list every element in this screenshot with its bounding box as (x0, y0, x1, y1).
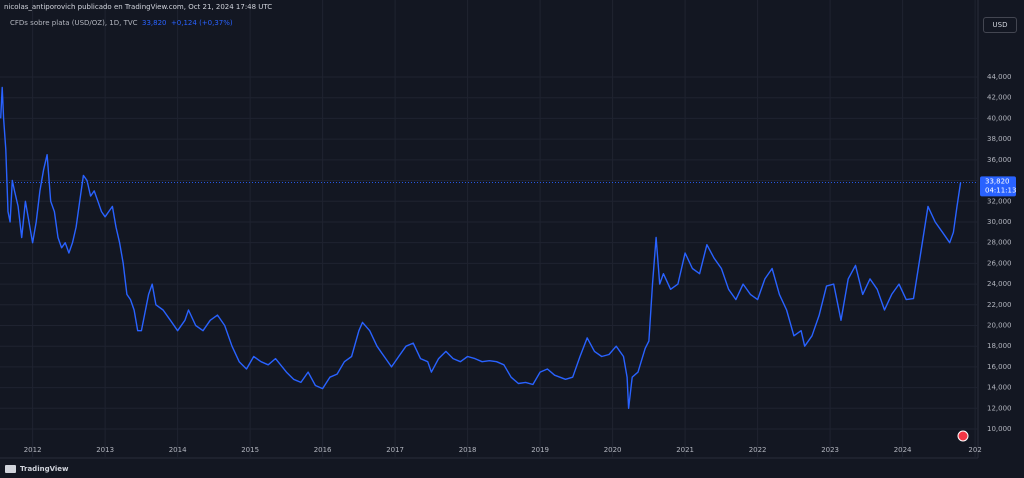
y-tick-label: 36,000 (987, 156, 1012, 164)
symbol-line: CFDs sobre plata (USD/OZ), 1D, TVC 33,82… (10, 19, 233, 27)
x-tick-label: 2016 (314, 446, 332, 454)
y-tick-label: 18,000 (987, 342, 1012, 350)
y-tick-label: 32,000 (987, 197, 1012, 205)
x-tick-label: 2018 (459, 446, 477, 454)
brand: TradingView (20, 465, 69, 473)
y-tick-label: 30,000 (987, 218, 1012, 226)
y-tick-label: 12,000 (987, 404, 1012, 412)
last-price-badge (980, 176, 1016, 197)
y-tick-label: 10,000 (987, 425, 1012, 433)
y-tick-label: 14,000 (987, 384, 1012, 392)
x-tick-label: 2020 (604, 446, 622, 454)
x-tick-label: 2024 (894, 446, 912, 454)
y-tick-label: 38,000 (987, 135, 1012, 143)
change: +0,124 (+0,37%) (170, 19, 233, 27)
x-tick-label: 2014 (169, 446, 187, 454)
y-tick-label: 44,000 (987, 73, 1012, 81)
last-price-label: 33,820 (985, 177, 1010, 185)
countdown: 04:11:13 (985, 186, 1016, 194)
x-tick-label: 2013 (96, 446, 114, 454)
price: 33,820 (141, 19, 167, 27)
y-tick-label: 24,000 (987, 280, 1012, 288)
price-line (0, 86, 962, 409)
x-tick-label: 2019 (531, 446, 549, 454)
y-tick-label: 26,000 (987, 259, 1012, 267)
x-tick-label: 2012 (24, 446, 42, 454)
x-tick-label: 2017 (386, 446, 404, 454)
x-tick-label: 2023 (821, 446, 839, 454)
currency-button[interactable]: USD (983, 17, 1017, 33)
x-tick-label: 2021 (676, 446, 694, 454)
x-tick-label: 2022 (749, 446, 767, 454)
x-tick-label: 202 (968, 446, 981, 454)
author-line: nicolas_antiporovich publicado en Tradin… (4, 3, 273, 11)
y-tick-label: 40,000 (987, 114, 1012, 122)
y-tick-label: 42,000 (987, 94, 1012, 102)
y-tick-label: 28,000 (987, 239, 1012, 247)
y-tick-label: 16,000 (987, 363, 1012, 371)
y-tick-label: 22,000 (987, 301, 1012, 309)
event-icon (957, 430, 969, 442)
x-tick-label: 2015 (241, 446, 259, 454)
symbol: CFDs sobre plata (USD/OZ), 1D, TVC (10, 19, 138, 27)
axis-panel (978, 0, 1024, 478)
y-tick-label: 20,000 (987, 321, 1012, 329)
brand-logo (5, 465, 16, 473)
